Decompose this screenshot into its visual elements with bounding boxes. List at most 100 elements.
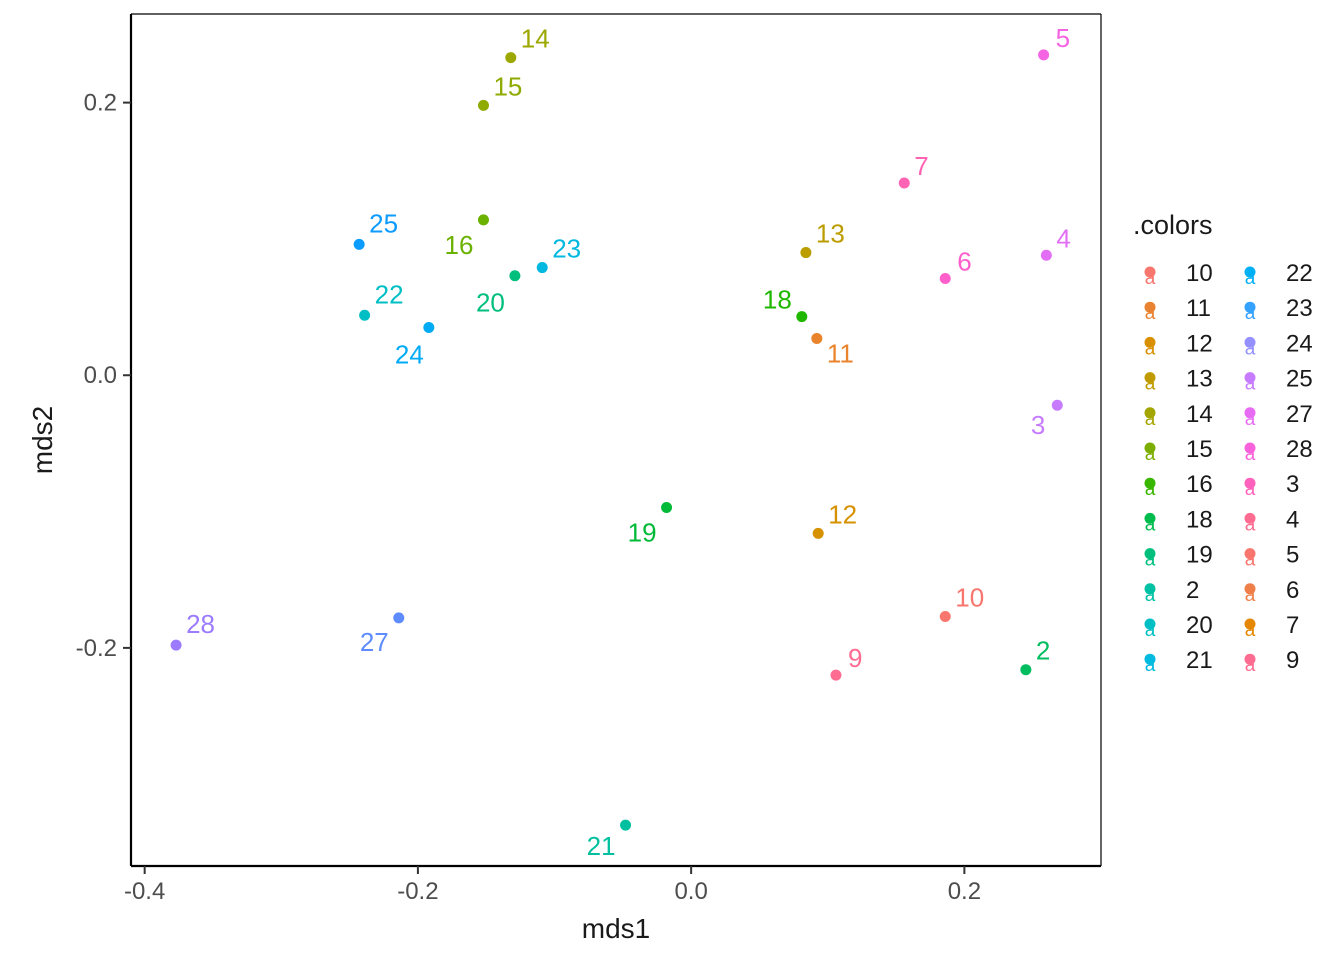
data-point-13 (800, 247, 812, 259)
point-label-11: 11 (827, 338, 854, 368)
point-label-14: 14 (521, 24, 550, 54)
data-point-23 (536, 262, 548, 274)
legend-entry-25: a 25 (1244, 366, 1313, 395)
legend-label: 9 (1286, 647, 1299, 674)
legend-key-glyph: a (1145, 338, 1156, 359)
data-point-28 (170, 639, 182, 651)
legend-label: 25 (1286, 366, 1313, 393)
y-tick-label: 0.2 (84, 90, 117, 117)
legend-key-dot (1244, 301, 1256, 313)
data-point-5 (1038, 49, 1050, 61)
data-point-22 (359, 309, 371, 321)
point-label-20: 20 (476, 288, 505, 318)
data-point-15 (477, 99, 489, 111)
data-point-21 (620, 819, 632, 831)
legend-label: 2 (1186, 577, 1199, 604)
legend-key-glyph: a (1145, 268, 1156, 289)
data-point-16 (477, 214, 489, 226)
point-label-6: 6 (957, 246, 971, 276)
legend-key-glyph: a (1245, 444, 1256, 465)
legend-key-dot (1144, 548, 1156, 560)
legend-key-glyph: a (1145, 655, 1156, 676)
y-tick-label: 0.0 (84, 362, 117, 389)
legend-label: 3 (1286, 471, 1299, 498)
legend-title: .colors (1133, 210, 1213, 240)
legend-key-dot (1144, 336, 1156, 348)
legend-entry-11: a 11 (1144, 295, 1211, 324)
legend-key-glyph: a (1145, 620, 1156, 641)
legend-key-glyph: a (1245, 338, 1256, 359)
legend-key-glyph: a (1145, 444, 1156, 465)
legend-key-dot (1244, 442, 1256, 454)
legend-label: 12 (1186, 330, 1213, 357)
point-label-4: 4 (1056, 223, 1070, 253)
point-label-5: 5 (1056, 23, 1070, 53)
data-point-19 (661, 501, 673, 513)
x-ticks: -0.4 -0.2 0.0 0.2 (124, 866, 981, 905)
x-tick-label: 0.2 (948, 878, 981, 905)
point-label-16: 16 (445, 230, 474, 260)
legend-entry-14: a 14 (1144, 401, 1213, 430)
x-tick-label: -0.2 (397, 878, 438, 905)
legend-label: 23 (1286, 295, 1313, 322)
legend-label: 18 (1186, 506, 1213, 533)
legend-label: 11 (1186, 295, 1211, 322)
data-point-2 (1020, 664, 1032, 676)
plot-area: -0.4 -0.2 0.0 0.2 -0.2 0.0 0.2 10 11 12 13 14 15 16… (76, 13, 1102, 905)
point-label-25: 25 (369, 208, 398, 238)
legend-key-dot (1244, 653, 1256, 665)
legend-key-dot (1244, 477, 1256, 489)
legend-label: 15 (1186, 436, 1213, 463)
legend-entry-27: a 27 (1244, 401, 1313, 430)
y-axis-title: mds2 (27, 406, 58, 474)
legend-entry-10: a 10 (1144, 260, 1213, 289)
legend-key-glyph: a (1245, 303, 1256, 324)
legend-label: 16 (1186, 471, 1213, 498)
point-labels: 10 11 12 13 14 15 16 18 19 2 20 21 22 23 24 25 27 28 3 4 5 6 7… (186, 23, 1071, 861)
legend-entry-21: a 21 (1144, 647, 1213, 676)
legend-key-glyph: a (1245, 514, 1256, 535)
legend-key-dot (1144, 653, 1156, 665)
legend-key-dot (1244, 512, 1256, 524)
point-label-22: 22 (375, 279, 404, 309)
legend-label: 27 (1286, 401, 1313, 428)
legend-label: 5 (1286, 542, 1299, 569)
legend-entry-22: a 22 (1244, 260, 1313, 289)
legend-key-dot (1144, 442, 1156, 454)
y-ticks: -0.2 0.0 0.2 (76, 90, 131, 662)
legend-label: 22 (1286, 260, 1313, 287)
point-label-7: 7 (914, 151, 928, 181)
point-label-12: 12 (828, 499, 857, 529)
legend-label: 13 (1186, 366, 1213, 393)
data-points (170, 49, 1063, 831)
data-point-7 (898, 177, 910, 189)
legend-entry-13: a 13 (1144, 366, 1213, 395)
point-label-24: 24 (395, 340, 424, 370)
data-point-20 (509, 270, 521, 282)
legend-key-dot (1144, 407, 1156, 419)
data-point-25 (353, 238, 365, 250)
point-label-10: 10 (955, 583, 984, 613)
point-label-21: 21 (587, 831, 616, 861)
legend-label: 6 (1286, 577, 1299, 604)
data-point-9 (830, 669, 842, 681)
legend-label: 28 (1286, 436, 1313, 463)
legend-key-dot (1244, 407, 1256, 419)
legend-key-glyph: a (1245, 655, 1256, 676)
legend-key-glyph: a (1245, 374, 1256, 395)
legend-key-dot (1244, 372, 1256, 384)
data-point-3 (1051, 399, 1063, 411)
legend-key-glyph: a (1245, 268, 1256, 289)
x-tick-label: -0.4 (124, 878, 165, 905)
legend-label: 14 (1186, 401, 1213, 428)
data-point-11 (811, 332, 823, 344)
point-label-23: 23 (552, 234, 581, 264)
legend-key-dot (1244, 583, 1256, 595)
point-label-28: 28 (186, 609, 215, 639)
